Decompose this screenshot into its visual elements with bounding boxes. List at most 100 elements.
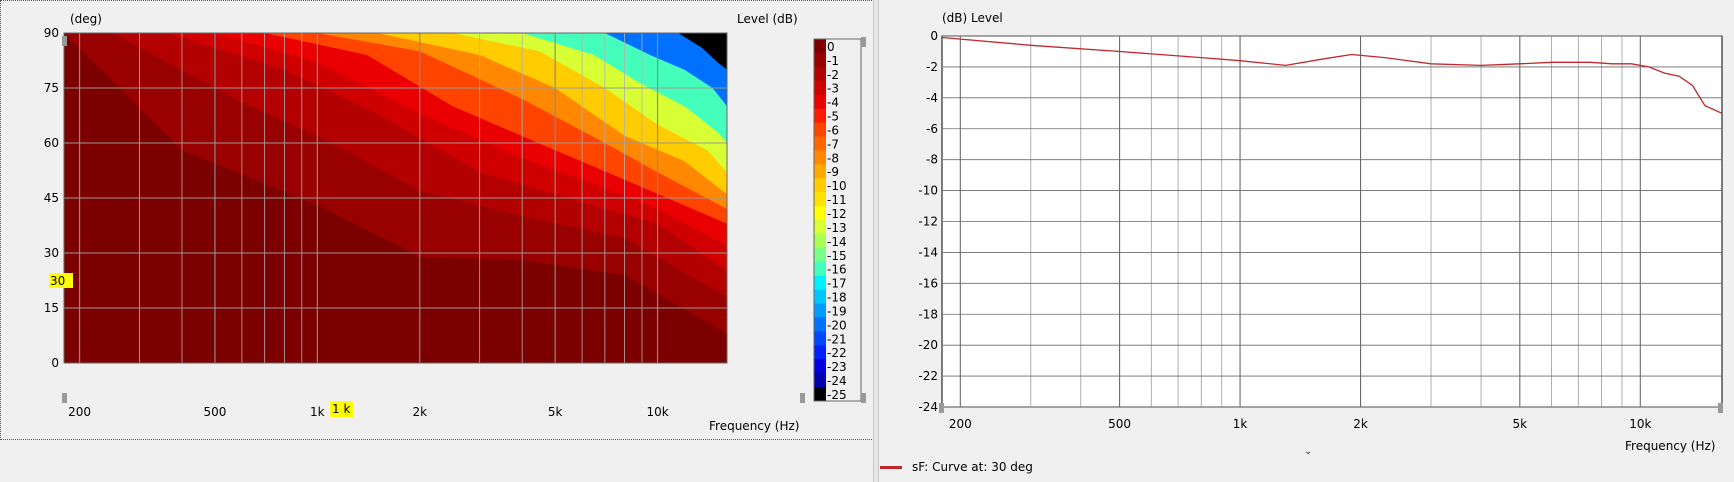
colorbar-label: -25	[827, 388, 847, 402]
response-curve-30deg	[941, 36, 1723, 114]
colorbar-label: -5	[827, 110, 839, 124]
directivity-heatmap[interactable]: (deg) Level (dB) Frequency (Hz) 0 15 30 45 6…	[1, 1, 877, 439]
colorbar-swatch	[814, 206, 826, 221]
heatmap-colorbar: 0-1-2-3-4-5-6-7-8-9-10-11-12-13-14-15-16…	[813, 38, 862, 402]
x-range-handle-right[interactable]	[800, 393, 805, 403]
heatmap-cursor-y[interactable]: 30	[49, 273, 73, 288]
heatmap-x-ticks: 200 500 1k 2k 5k 10k	[68, 405, 669, 419]
colorbar-label: -3	[827, 82, 839, 96]
y-tick-label: -12	[918, 215, 938, 229]
response-x-handle-right[interactable]	[1718, 403, 1723, 413]
x-tick-label: 500	[1108, 417, 1131, 431]
colorbar-label: -17	[827, 277, 847, 291]
colorbar-border	[813, 38, 862, 402]
colorbar-label: -8	[827, 151, 839, 165]
colorbar-swatch	[814, 52, 826, 68]
colorbar-swatch	[814, 150, 826, 165]
colorbar-label: -2	[827, 68, 839, 82]
heatmap-x-label: Frequency (Hz)	[709, 419, 800, 433]
contour-region	[678, 33, 727, 70]
y-range-handle-top[interactable]	[62, 36, 67, 46]
heatmap-y-ticks: 0 15 30 45 60 75 90	[44, 26, 59, 370]
colorbar-label: -13	[827, 221, 847, 235]
colorbar-swatch	[814, 387, 826, 402]
heatmap-y-unit: (deg)	[70, 12, 102, 26]
response-grid	[942, 35, 1722, 408]
y-tick-label: 0	[51, 356, 59, 370]
polar-map-panel: (deg) Level (dB) Frequency (Hz) 0 15 30 45 6…	[0, 0, 878, 440]
colorbar-label: -20	[827, 318, 847, 332]
legend-line-swatch	[880, 465, 902, 469]
response-x-ticks: 200 500 1k 2k 5k 10k	[949, 417, 1652, 431]
colorbar-swatch	[814, 233, 826, 249]
colorbar-swatch	[814, 122, 826, 137]
panel-splitter[interactable]	[873, 0, 879, 482]
colorbar-swatch	[814, 108, 826, 124]
colorbar-label: -22	[827, 346, 847, 360]
y-tick-label: 90	[44, 26, 59, 40]
colorbar-swatch	[814, 164, 826, 179]
response-x-label: Frequency (Hz)	[1625, 439, 1716, 453]
colorbar-swatch	[814, 261, 826, 277]
colorbar-label: -11	[827, 193, 847, 207]
colorbar-label: -12	[827, 207, 847, 221]
x-tick-label: 200	[949, 417, 972, 431]
colorbar-label: -18	[827, 291, 847, 305]
colorbar-label: -1	[827, 54, 839, 68]
y-tick-label: -8	[926, 153, 938, 167]
colorbar-label: -9	[827, 165, 839, 179]
colorbar-swatch	[814, 345, 826, 360]
y-tick-label: -22	[918, 369, 938, 383]
y-tick-label: 15	[44, 301, 59, 315]
colorbar-label: -15	[827, 249, 847, 263]
y-tick-label: -6	[926, 122, 938, 136]
heatmap-level-label: Level (dB)	[737, 12, 798, 26]
y-tick-label: 30	[44, 246, 59, 260]
x-tick-label: 2k	[412, 405, 427, 419]
colorbar-swatch	[814, 220, 826, 235]
contour-region	[604, 33, 727, 107]
legend-label: sF: Curve at: 30 deg	[912, 460, 1033, 474]
response-y-unit: (dB) Level	[942, 11, 1003, 25]
colorbar-handle-bottom[interactable]	[861, 393, 866, 403]
heatmap-cursor-x[interactable]: 1 k	[330, 401, 353, 417]
x-tick-label: 10k	[1629, 417, 1651, 431]
y-tick-label: -20	[918, 338, 938, 352]
colorbar-swatch	[814, 247, 826, 263]
colorbar-label: -16	[827, 263, 847, 277]
response-y-ticks: 0 -2 -4 -6 -8 -10 -12 -14 -16 -18 -20 -22 -24	[918, 29, 938, 414]
colorbar-swatch	[814, 136, 826, 151]
frequency-response-chart[interactable]: (dB) Level Frequency (Hz) 0 -2 -4 -6 -8 -10 -1…	[880, 0, 1734, 455]
colorbar-swatch	[814, 317, 826, 332]
colorbar-label: -14	[827, 235, 847, 249]
response-x-handle-left[interactable]	[939, 403, 944, 413]
x-tick-label: 10k	[646, 405, 668, 419]
y-tick-label: 75	[44, 81, 59, 95]
y-tick-label: 45	[44, 191, 59, 205]
colorbar-swatch	[814, 331, 826, 346]
colorbar-swatch	[814, 275, 826, 291]
y-tick-label: 60	[44, 136, 59, 150]
y-tick-label: -24	[918, 400, 938, 414]
chevron-down-icon[interactable]: ⌄	[1304, 446, 1313, 457]
x-range-handle-left[interactable]	[62, 393, 67, 403]
colorbar-handle-top[interactable]	[861, 37, 866, 47]
colorbar-label: -4	[827, 96, 839, 110]
colorbar-label: -21	[827, 332, 847, 346]
y-tick-label: -16	[918, 276, 938, 290]
heatmap-grid	[63, 32, 728, 364]
x-tick-label: 2k	[1353, 417, 1368, 431]
x-tick-label: 5k	[1513, 417, 1528, 431]
y-tick-label: -18	[918, 307, 938, 321]
plot-border	[63, 32, 728, 364]
x-tick-label: 1k	[1233, 417, 1248, 431]
y-tick-label: -14	[918, 245, 938, 259]
colorbar-label: -10	[827, 179, 847, 193]
x-tick-label: 1k	[310, 405, 325, 419]
curve-legend[interactable]: sF: Curve at: 30 deg	[880, 460, 1033, 474]
colorbar-swatch	[814, 80, 826, 96]
colorbar-swatch	[814, 303, 826, 318]
x-tick-label: 200	[68, 405, 91, 419]
cursor-x-label: 1 k	[332, 402, 350, 416]
frequency-response-panel: (dB) Level Frequency (Hz) 0 -2 -4 -6 -8 -10 -1…	[880, 0, 1734, 482]
